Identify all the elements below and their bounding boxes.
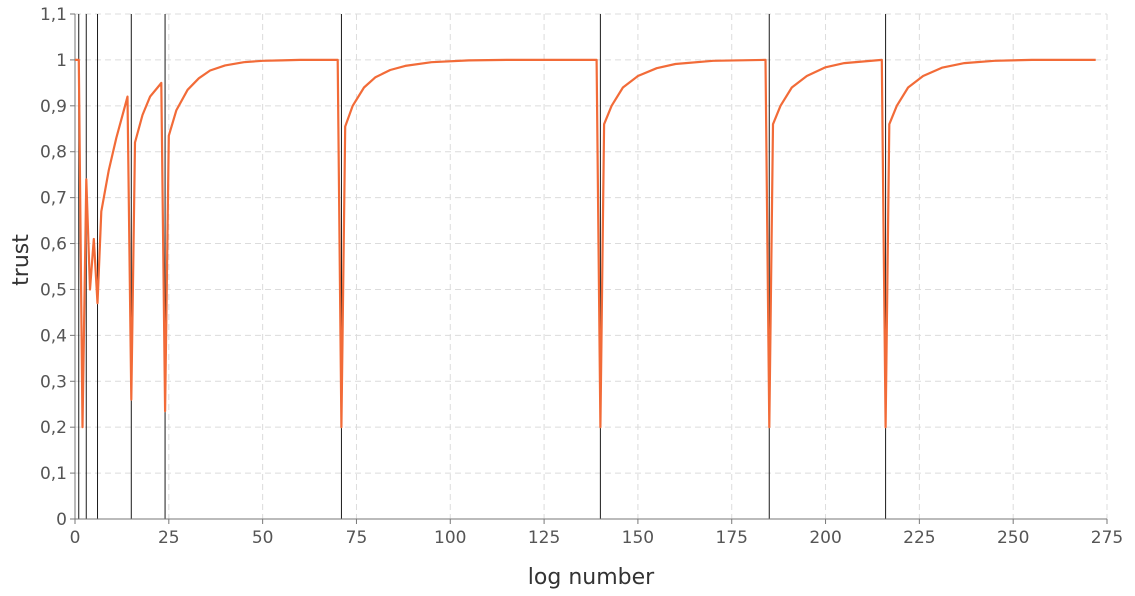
y-axis-title: trust xyxy=(9,234,34,286)
y-tick-label: 0,8 xyxy=(40,143,67,163)
x-tick-label: 200 xyxy=(809,528,841,548)
x-tick-label: 225 xyxy=(903,528,935,548)
x-tick-label: 0 xyxy=(70,528,81,548)
y-tick-label: 0,6 xyxy=(40,235,67,255)
series-layer xyxy=(75,58,1096,429)
x-tick-label: 250 xyxy=(997,528,1029,548)
y-tick-label: 1,1 xyxy=(40,5,67,25)
event-marker-lines xyxy=(78,14,887,519)
x-tick-label: 75 xyxy=(346,528,368,548)
tick-labels: 0 25 50 75 100 125 150 175 200 225 250 275 0 0,1 0,2 0,… xyxy=(40,5,1123,548)
x-axis-title: log number xyxy=(528,565,655,590)
x-tick-label: 25 xyxy=(158,528,180,548)
x-tick-label: 50 xyxy=(252,528,274,548)
y-tick-label: 0,7 xyxy=(40,189,67,209)
y-tick-label: 0,5 xyxy=(40,280,67,300)
x-tick-label: 175 xyxy=(716,528,748,548)
grid-lines xyxy=(75,13,1108,519)
x-tick-label: 125 xyxy=(528,528,560,548)
axes xyxy=(70,13,1108,524)
y-tick-label: 0 xyxy=(56,510,67,530)
y-tick-label: 0,9 xyxy=(40,97,67,117)
y-tick-label: 0,2 xyxy=(40,418,67,438)
x-tick-label: 100 xyxy=(434,528,466,548)
x-tick-label: 150 xyxy=(622,528,654,548)
trust-series-line xyxy=(75,58,1096,429)
y-tick-label: 0,3 xyxy=(40,372,67,392)
y-tick-label: 0,1 xyxy=(40,464,67,484)
y-tick-label: 1 xyxy=(56,51,67,71)
x-tick-label: 275 xyxy=(1091,528,1123,548)
y-tick-label: 0,4 xyxy=(40,326,67,346)
